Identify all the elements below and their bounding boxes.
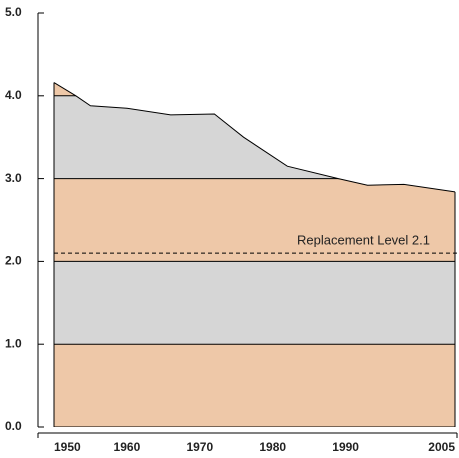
x-tick-label: 2005 bbox=[428, 440, 455, 454]
area-line bbox=[53, 82, 456, 193]
band bbox=[54, 82, 455, 96]
y-tick-label: 2.0 bbox=[5, 254, 22, 268]
band bbox=[54, 178, 455, 262]
x-tick-label: 1980 bbox=[259, 440, 286, 454]
band bbox=[54, 344, 455, 427]
y-tick-label: 0.0 bbox=[5, 419, 22, 433]
y-tick-label: 3.0 bbox=[5, 171, 22, 185]
y-tick-label: 5.0 bbox=[5, 5, 22, 19]
y-tick-label: 4.0 bbox=[5, 88, 22, 102]
x-tick-label: 1970 bbox=[186, 440, 213, 454]
band bbox=[54, 95, 455, 179]
x-tick-label: 1990 bbox=[332, 440, 359, 454]
area-fill bbox=[54, 82, 455, 427]
y-tick-label: 1.0 bbox=[5, 336, 22, 350]
reference-label: Replacement Level 2.1 bbox=[297, 233, 430, 248]
band bbox=[54, 261, 455, 345]
x-tick-label: 1960 bbox=[114, 440, 141, 454]
x-tick-label: 1950 bbox=[54, 440, 81, 454]
